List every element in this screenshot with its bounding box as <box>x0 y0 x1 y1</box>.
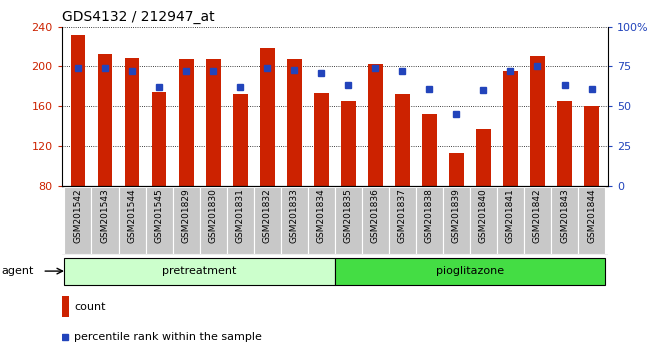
Text: GSM201840: GSM201840 <box>479 188 488 243</box>
FancyBboxPatch shape <box>172 187 200 254</box>
FancyBboxPatch shape <box>578 187 605 254</box>
FancyBboxPatch shape <box>335 187 362 254</box>
Bar <box>422 114 437 186</box>
FancyBboxPatch shape <box>118 187 146 254</box>
Bar <box>205 59 220 186</box>
Bar <box>179 59 194 186</box>
Text: GSM201836: GSM201836 <box>370 188 380 243</box>
Text: GSM201841: GSM201841 <box>506 188 515 243</box>
Bar <box>260 48 274 186</box>
Text: GSM201542: GSM201542 <box>73 188 83 242</box>
Text: GSM201837: GSM201837 <box>398 188 407 243</box>
Text: GSM201838: GSM201838 <box>425 188 434 243</box>
Text: GSM201843: GSM201843 <box>560 188 569 243</box>
Bar <box>557 101 572 186</box>
Bar <box>233 94 248 186</box>
Text: GSM201835: GSM201835 <box>344 188 353 243</box>
Text: percentile rank within the sample: percentile rank within the sample <box>74 332 262 342</box>
Bar <box>584 106 599 186</box>
Text: GSM201829: GSM201829 <box>181 188 190 243</box>
Bar <box>449 153 464 186</box>
FancyBboxPatch shape <box>470 187 497 254</box>
Bar <box>62 296 69 318</box>
FancyBboxPatch shape <box>281 187 307 254</box>
FancyBboxPatch shape <box>227 187 254 254</box>
Text: GSM201832: GSM201832 <box>263 188 272 243</box>
Text: GSM201834: GSM201834 <box>317 188 326 243</box>
Text: GSM201543: GSM201543 <box>101 188 109 243</box>
Bar <box>368 64 383 186</box>
FancyBboxPatch shape <box>443 187 470 254</box>
FancyBboxPatch shape <box>307 187 335 254</box>
Bar <box>287 59 302 186</box>
Text: pretreatment: pretreatment <box>162 266 237 276</box>
FancyBboxPatch shape <box>524 187 551 254</box>
FancyBboxPatch shape <box>362 187 389 254</box>
Text: GSM201831: GSM201831 <box>236 188 244 243</box>
Bar <box>314 93 329 186</box>
Bar <box>71 34 85 186</box>
FancyBboxPatch shape <box>389 187 416 254</box>
Text: count: count <box>74 302 106 312</box>
Text: GSM201544: GSM201544 <box>127 188 136 242</box>
Bar <box>125 58 140 186</box>
FancyBboxPatch shape <box>254 187 281 254</box>
Text: agent: agent <box>1 266 34 276</box>
FancyBboxPatch shape <box>146 187 172 254</box>
Text: GSM201842: GSM201842 <box>533 188 542 242</box>
Text: GSM201839: GSM201839 <box>452 188 461 243</box>
Text: GSM201833: GSM201833 <box>290 188 299 243</box>
Bar <box>151 92 166 186</box>
FancyBboxPatch shape <box>200 187 227 254</box>
FancyBboxPatch shape <box>497 187 524 254</box>
FancyBboxPatch shape <box>64 258 335 285</box>
Text: GSM201545: GSM201545 <box>155 188 164 243</box>
Text: GSM201830: GSM201830 <box>209 188 218 243</box>
FancyBboxPatch shape <box>416 187 443 254</box>
Bar <box>503 72 518 186</box>
FancyBboxPatch shape <box>92 187 118 254</box>
Bar <box>395 94 410 186</box>
Bar <box>98 55 112 186</box>
Bar <box>476 129 491 186</box>
FancyBboxPatch shape <box>64 187 92 254</box>
Bar <box>530 56 545 186</box>
Text: GSM201844: GSM201844 <box>587 188 596 242</box>
Text: GDS4132 / 212947_at: GDS4132 / 212947_at <box>62 10 214 24</box>
Text: pioglitazone: pioglitazone <box>436 266 504 276</box>
FancyBboxPatch shape <box>335 258 605 285</box>
Bar <box>341 101 356 186</box>
FancyBboxPatch shape <box>551 187 578 254</box>
